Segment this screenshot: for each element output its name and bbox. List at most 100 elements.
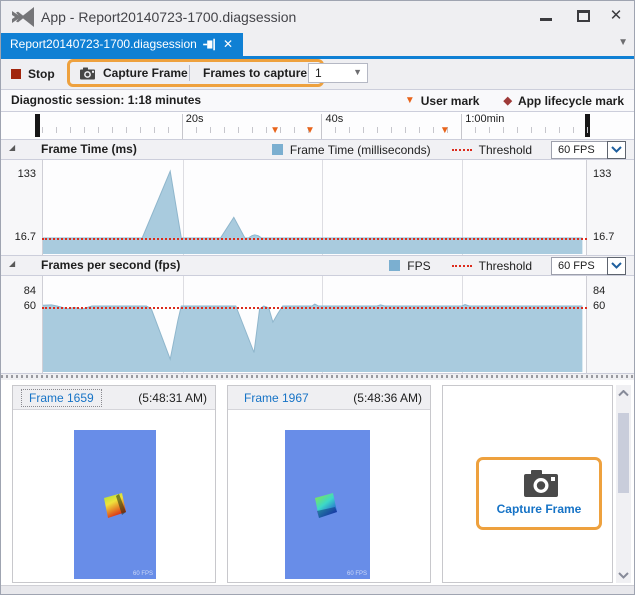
ruler-minor-tick	[237, 127, 239, 133]
frames-to-capture-value: 1	[315, 66, 322, 80]
fps-plot[interactable]	[42, 276, 587, 373]
cube-render-icon	[104, 493, 126, 518]
threshold-label: Threshold	[478, 142, 532, 157]
ruler-minor-tick	[307, 127, 309, 133]
stop-icon	[11, 69, 21, 79]
fps-ymax-left: 84	[23, 285, 36, 297]
user-mark-icon[interactable]: ▼	[305, 125, 315, 136]
ruler-minor-tick	[531, 127, 533, 133]
fps-areachart	[43, 303, 583, 372]
ruler-minor-tick	[139, 127, 141, 133]
ruler-minor-tick	[111, 127, 113, 133]
ruler-minor-tick	[223, 127, 225, 133]
frame-thumbnail[interactable]: 60 FPS	[285, 430, 370, 579]
ruler-minor-tick	[349, 127, 351, 133]
thumbnail-fps-overlay: 60 FPS	[132, 571, 153, 577]
session-duration: Diagnostic session: 1:18 minutes	[11, 93, 202, 107]
diagnostics-toolbar: Stop Capture Frame Frames to capture 1 ▼	[1, 59, 634, 90]
ruler-minor-tick	[489, 127, 491, 133]
chart-gridline	[322, 160, 324, 255]
frames-to-capture-label: Frames to capture	[203, 66, 308, 80]
capture-frame-label: Capture Frame	[496, 502, 582, 516]
frames-to-capture-combobox[interactable]: 1 ▼	[308, 63, 368, 83]
ruler-minor-tick	[503, 127, 505, 133]
thumbnail-fps-overlay: 60 FPS	[346, 571, 367, 577]
ruler-minor-tick	[433, 127, 435, 133]
scrollbar-thumb[interactable]	[618, 413, 629, 493]
vertical-scrollbar[interactable]	[616, 385, 631, 583]
pin-icon[interactable]	[202, 37, 217, 52]
frame-card: Frame 1659 (5:48:31 AM) 60 FPS	[12, 385, 216, 583]
frame-time-plot[interactable]	[42, 160, 587, 255]
frame-time-series-label: Frame Time (milliseconds)	[289, 142, 431, 157]
frame-thumbnail[interactable]: 60 FPS	[74, 430, 156, 579]
minimize-icon	[540, 18, 552, 21]
capture-frame-big-button[interactable]: Capture Frame	[476, 457, 602, 530]
ruler-minor-tick	[517, 127, 519, 133]
ruler-minor-tick	[251, 127, 253, 133]
user-mark-icon[interactable]: ▼	[439, 125, 450, 136]
frame-time-chart-row: 133 16.7 133 16.7	[1, 160, 634, 256]
scroll-down-button[interactable]	[616, 567, 631, 583]
capture-frame-callout: Capture Frame Frames to capture 1 ▼	[67, 59, 368, 87]
fps-title: Frames per second (fps)	[41, 258, 181, 272]
frame-time-title: Frame Time (ms)	[41, 142, 137, 156]
timeline-left-handle[interactable]	[35, 114, 40, 137]
ruler-minor-tick	[279, 127, 281, 133]
document-tab[interactable]: Report20140723-1700.diagsession ✕	[1, 33, 243, 56]
user-mark-label: User mark	[420, 93, 480, 108]
frame-time-legend: Frame Time (milliseconds) Threshold 60 F…	[271, 140, 626, 159]
session-info-row: Diagnostic session: 1:18 minutes ▼ User …	[1, 90, 634, 112]
ruler-minor-tick	[293, 127, 295, 133]
minimize-button[interactable]	[533, 1, 559, 31]
chart-gridline	[462, 160, 464, 255]
ruler-minor-tick	[475, 127, 477, 133]
fps-fps-combobox[interactable]: 60 FPS	[551, 256, 626, 275]
marks-legend: ▼ User mark ◆ App lifecycle mark	[405, 90, 624, 111]
tab-close-icon[interactable]: ✕	[223, 37, 234, 51]
ruler-tick-label: 20s	[185, 113, 204, 125]
frame-link[interactable]: Frame 1967	[244, 391, 309, 405]
tab-accent-bar	[1, 56, 634, 59]
ruler-minor-tick	[419, 127, 421, 133]
ruler-minor-tick	[55, 127, 57, 133]
fps-header: ◢ Frames per second (fps) FPS Threshold …	[1, 256, 634, 276]
cube-render-icon	[315, 493, 337, 518]
series-color-swatch	[389, 260, 401, 271]
camera-icon	[524, 470, 558, 497]
fps-combobox-value: 60 FPS	[551, 256, 607, 275]
timeline-ruler[interactable]: 20s 40s 1:00min ▼ ▼ ▼	[1, 112, 634, 140]
capture-frame-button[interactable]: Capture Frame	[80, 64, 188, 82]
tab-list-dropdown-icon[interactable]: ▼	[618, 37, 628, 48]
toolbar-separator	[189, 65, 190, 81]
chevron-down-icon	[607, 256, 626, 275]
threshold-swatch	[451, 148, 472, 151]
ruler-minor-tick	[209, 127, 211, 133]
ruler-minor-tick	[195, 127, 197, 133]
title-bar: App - Report20140723-1700.diagsession ✕	[1, 1, 634, 33]
user-mark-icon[interactable]: ▼	[270, 125, 280, 136]
frame-time-ymax-right: 133	[593, 168, 612, 180]
frame-time-ymax-left: 133	[17, 168, 36, 180]
camera-icon	[80, 67, 95, 79]
ruler-minor-tick	[363, 127, 365, 133]
app-lifecycle-mark-label: App lifecycle mark	[517, 93, 624, 108]
collapse-expander-icon[interactable]: ◢	[9, 143, 16, 152]
window-title: App - Report20140723-1700.diagsession	[41, 9, 297, 25]
fps-ymin-right: 60	[593, 300, 606, 312]
frame-link[interactable]: Frame 1659	[21, 389, 102, 407]
frame-time-fps-combobox[interactable]: 60 FPS	[551, 140, 626, 159]
collapse-expander-icon[interactable]: ◢	[9, 259, 16, 268]
close-button[interactable]: ✕	[603, 1, 629, 31]
fps-series-label: FPS	[407, 258, 431, 273]
stop-button[interactable]: Stop	[11, 64, 55, 84]
chart-gridline	[182, 160, 184, 255]
ruler-minor-tick	[559, 127, 561, 133]
horizontal-splitter[interactable]	[1, 374, 634, 380]
chevron-down-icon	[607, 140, 626, 159]
scroll-up-button[interactable]	[616, 385, 631, 401]
timeline-right-handle[interactable]	[585, 114, 590, 137]
frame-time-header: ◢ Frame Time (ms) Frame Time (millisecon…	[1, 140, 634, 160]
frame-timestamp: (5:48:36 AM)	[353, 391, 422, 405]
maximize-button[interactable]	[570, 1, 596, 31]
